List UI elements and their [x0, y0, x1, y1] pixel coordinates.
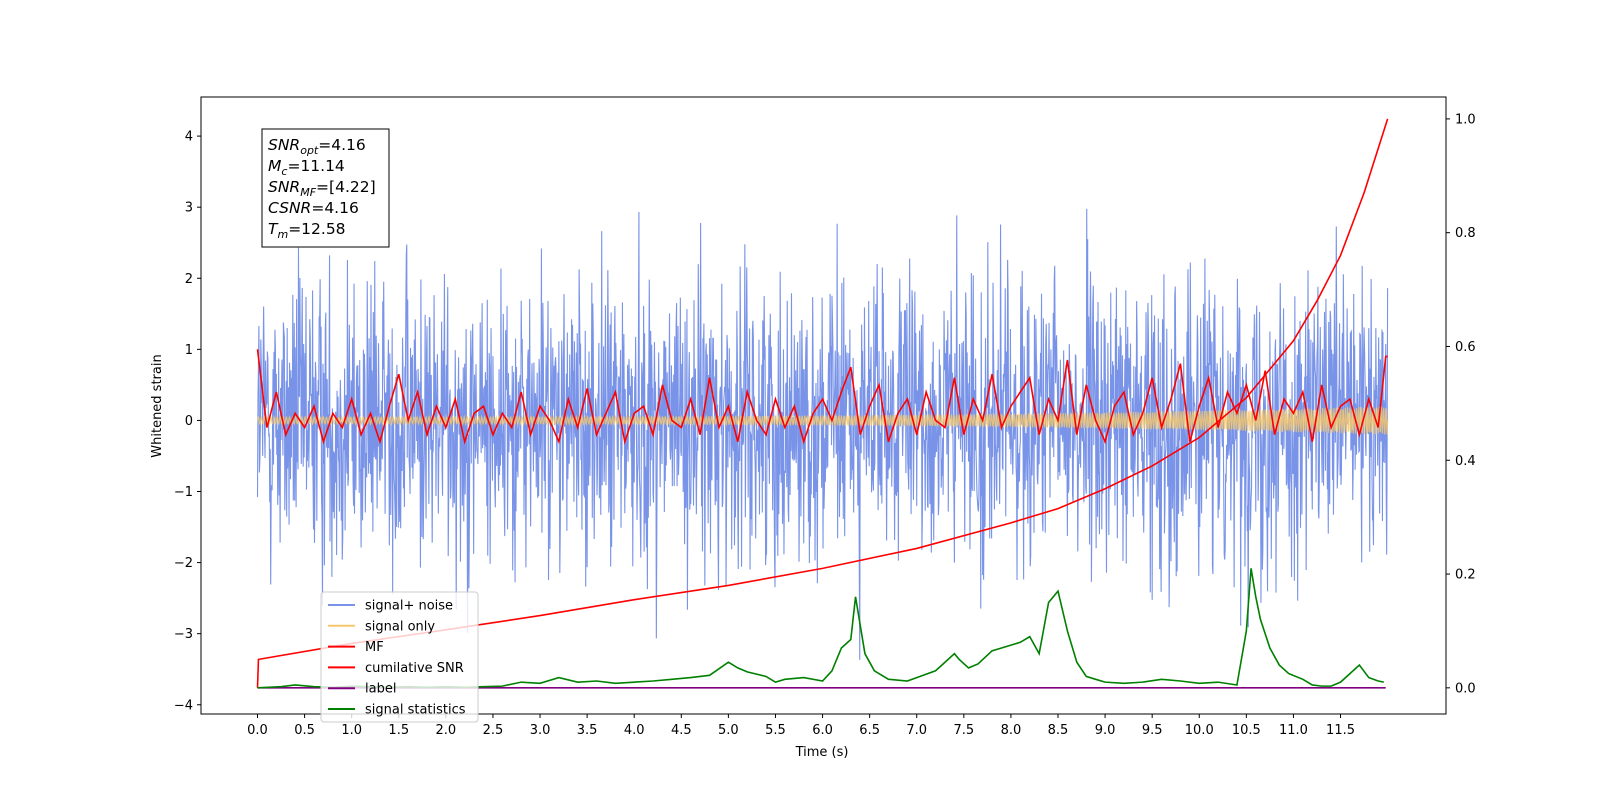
y-tick-label: 0 — [185, 414, 193, 429]
y-axis-label: Whitened strain — [150, 354, 165, 457]
annotation-symbol: T — [268, 220, 279, 238]
legend-entry: signal statistics — [365, 703, 466, 718]
series-signal-statistics — [257, 568, 1384, 689]
annotation-line: Tm=12.58 — [268, 220, 346, 241]
annotation-line: SNRopt=4.16 — [268, 136, 366, 157]
x-tick-label: 3.0 — [530, 723, 551, 738]
x-tick-label: 9.5 — [1142, 723, 1163, 738]
y-tick-label: 2 — [185, 272, 193, 287]
y2-tick-label: 0.2 — [1455, 568, 1476, 583]
x-tick-label: 4.5 — [671, 723, 692, 738]
plot-frame — [200, 96, 1447, 715]
x-axis: 0.0 0.5 1.0 1.5 2.0 2.5 3.0 3.5 4.0 4.5 5.0 5.5 6.0 6… — [247, 714, 1355, 738]
annotation-subscript: opt — [300, 144, 319, 157]
x-tick-label: 10.5 — [1232, 723, 1261, 738]
y-tick-label: −3 — [174, 627, 193, 642]
annotation-value: =11.14 — [287, 157, 344, 175]
y-tick-label: −2 — [174, 556, 193, 571]
y-axis-left: 4 3 2 1 0 −1 −2 −3 −4 — [174, 130, 201, 713]
y-tick-label: −4 — [174, 698, 193, 713]
y2-tick-label: 1.0 — [1455, 112, 1476, 127]
y-tick-label: 3 — [185, 201, 193, 216]
annotation-value: =12.58 — [288, 220, 345, 238]
annotation-line: CSNR=4.16 — [268, 199, 359, 217]
x-tick-label: 2.5 — [483, 723, 504, 738]
x-tick-label: 6.0 — [812, 723, 833, 738]
x-tick-label: 4.0 — [624, 723, 645, 738]
x-tick-label: 5.0 — [718, 723, 739, 738]
annotation-line: Mc=11.14 — [268, 157, 345, 178]
x-tick-label: 5.5 — [765, 723, 786, 738]
y-tick-label: 4 — [185, 130, 193, 145]
y-axis-right: 1.0 0.8 0.6 0.4 0.2 0.0 — [1446, 112, 1476, 696]
x-tick-label: 10.0 — [1185, 723, 1214, 738]
annotation-symbol: M — [268, 157, 281, 175]
x-tick-label: 7.0 — [906, 723, 927, 738]
x-tick-label: 0.5 — [294, 723, 315, 738]
x-tick-label: 0.0 — [247, 723, 268, 738]
legend-entry: label — [365, 682, 396, 697]
y2-tick-label: 0.0 — [1455, 681, 1476, 696]
annotation-value: =4.16 — [318, 136, 366, 154]
annotation-symbol: SNR — [268, 178, 300, 196]
y2-tick-label: 0.4 — [1455, 454, 1476, 469]
legend-entry: MF — [365, 640, 384, 655]
annotation-subscript: m — [277, 228, 288, 241]
x-tick-label: 11.5 — [1326, 723, 1355, 738]
y2-tick-label: 0.8 — [1455, 226, 1476, 241]
annotation-symbol: CSNR — [268, 199, 311, 217]
legend-frame — [320, 591, 479, 723]
x-tick-label: 8.5 — [1048, 723, 1069, 738]
legend-entry: signal only — [365, 619, 435, 634]
series-mf — [256, 349, 1388, 445]
legend: signal+ noise signal only MF cumilative SNR… — [320, 591, 479, 723]
annotation-subscript: c — [281, 165, 287, 178]
annotation-value: =[4.22] — [316, 178, 376, 196]
x-tick-label: 6.5 — [859, 723, 880, 738]
annotation-line: SNRMF=[4.22] — [268, 178, 376, 199]
y-tick-label: 1 — [185, 343, 193, 358]
legend-entry: cumilative SNR — [365, 661, 464, 676]
x-tick-label: 11.0 — [1279, 723, 1308, 738]
y2-tick-label: 0.6 — [1455, 340, 1476, 355]
legend-entry: signal+ noise — [365, 599, 453, 614]
x-tick-label: 7.5 — [953, 723, 974, 738]
x-tick-label: 1.0 — [341, 723, 362, 738]
metrics-annotation-box: SNRopt=4.16Mc=11.14SNRMF=[4.22]CSNR=4.16… — [261, 128, 390, 248]
x-tick-label: 8.0 — [1001, 723, 1022, 738]
series-signal-only — [256, 406, 1389, 435]
x-tick-label: 1.5 — [388, 723, 409, 738]
annotation-value: =4.16 — [311, 199, 359, 217]
x-tick-label: 2.0 — [436, 723, 457, 738]
x-tick-label: 3.5 — [577, 723, 598, 738]
annotation-symbol: SNR — [268, 136, 300, 154]
annotation-frame — [261, 128, 390, 248]
x-axis-label: Time (s) — [795, 745, 849, 760]
y-tick-label: −1 — [174, 485, 193, 500]
annotation-subscript: MF — [300, 186, 316, 199]
x-tick-label: 9.0 — [1095, 723, 1116, 738]
